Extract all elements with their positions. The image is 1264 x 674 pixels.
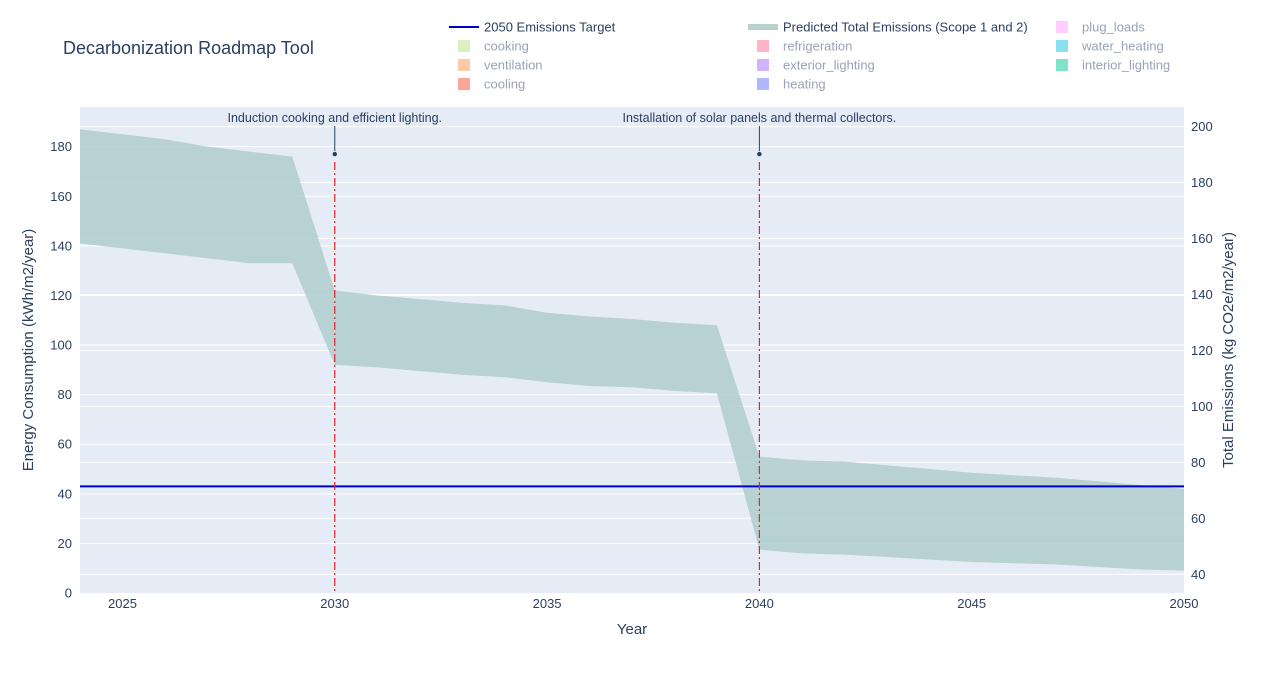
y-right-tick-label: 200	[1191, 119, 1213, 134]
legend-color-swatch	[458, 59, 470, 71]
annotation-marker	[757, 152, 761, 156]
legend-item-plug-loads[interactable]: plug_loads	[1056, 20, 1145, 35]
y-right-tick-label: 140	[1191, 287, 1213, 302]
y-left-axis-ticks: 0 20 40 60 80 100 120 140 160 180	[50, 139, 72, 600]
y-right-axis-ticks: 40 60 80 100 120 140 160 180 200	[1191, 119, 1213, 582]
y-right-tick-label: 160	[1191, 231, 1213, 246]
legend: 2050 Emissions Target Predicted Total Emi…	[449, 20, 1170, 92]
legend-item-cooking[interactable]: cooking	[458, 39, 529, 54]
y-left-tick-label: 120	[50, 288, 72, 303]
y-right-tick-label: 100	[1191, 399, 1213, 414]
legend-color-swatch	[757, 40, 769, 52]
legend-label: plug_loads	[1082, 20, 1145, 35]
legend-item-exterior-lighting[interactable]: exterior_lighting	[757, 58, 875, 73]
chart-title: Decarbonization Roadmap Tool	[63, 38, 314, 58]
legend-color-swatch	[1056, 40, 1068, 52]
milestone-annotation: Induction cooking and efficient lighting…	[228, 111, 443, 125]
legend-color-swatch	[458, 40, 470, 52]
legend-item-2050-emissions-target[interactable]: 2050 Emissions Target	[449, 20, 616, 35]
x-tick-label: 2035	[533, 596, 562, 611]
legend-item-cooling[interactable]: cooling	[458, 77, 525, 92]
legend-color-swatch	[1056, 59, 1068, 71]
y-right-tick-label: 180	[1191, 175, 1213, 190]
y-left-tick-label: 80	[58, 387, 72, 402]
x-tick-label: 2040	[745, 596, 774, 611]
legend-label: refrigeration	[783, 39, 852, 54]
legend-label: cooling	[484, 77, 525, 92]
y-left-tick-label: 20	[58, 536, 72, 551]
y-left-tick-label: 60	[58, 437, 72, 452]
x-axis-ticks: 2025 2030 2035 2040 2045 2050	[108, 596, 1198, 611]
legend-item-ventilation[interactable]: ventilation	[458, 58, 543, 73]
legend-color-swatch	[458, 78, 470, 90]
y-left-tick-label: 0	[65, 586, 72, 601]
legend-label: exterior_lighting	[783, 58, 875, 73]
x-tick-label: 2045	[957, 596, 986, 611]
legend-item-heating[interactable]: heating	[757, 77, 826, 92]
x-tick-label: 2025	[108, 596, 137, 611]
x-tick-label: 2050	[1170, 596, 1199, 611]
y-left-axis-title: Energy Consumption (kWh/m2/year)	[20, 229, 37, 472]
legend-label: heating	[783, 77, 826, 92]
legend-label: 2050 Emissions Target	[484, 20, 616, 35]
y-left-tick-label: 40	[58, 486, 72, 501]
y-right-tick-label: 120	[1191, 343, 1213, 358]
legend-item-refrigeration[interactable]: refrigeration	[757, 39, 852, 54]
y-right-tick-label: 60	[1191, 511, 1205, 526]
y-left-tick-label: 180	[50, 139, 72, 154]
y-right-axis-title: Total Emissions (kg CO2e/m2/year)	[1220, 232, 1237, 468]
legend-label: Predicted Total Emissions (Scope 1 and 2…	[783, 20, 1028, 35]
legend-label: cooking	[484, 39, 529, 54]
annotation-marker	[333, 152, 337, 156]
x-axis-title: Year	[617, 621, 647, 638]
legend-item-water-heating[interactable]: water_heating	[1056, 39, 1164, 54]
x-tick-label: 2030	[320, 596, 349, 611]
y-left-tick-label: 160	[50, 189, 72, 204]
y-right-tick-label: 40	[1191, 567, 1205, 582]
milestone-annotation: Installation of solar panels and thermal…	[623, 111, 897, 125]
y-left-tick-label: 140	[50, 238, 72, 253]
legend-color-swatch	[1056, 21, 1068, 33]
legend-label: ventilation	[484, 58, 543, 73]
legend-color-swatch	[757, 59, 769, 71]
legend-color-swatch	[757, 78, 769, 90]
legend-item-interior-lighting[interactable]: interior_lighting	[1056, 58, 1170, 73]
legend-item-predicted-total-emissions-scope-1-and-2-[interactable]: Predicted Total Emissions (Scope 1 and 2…	[748, 20, 1028, 35]
y-right-tick-label: 80	[1191, 455, 1205, 470]
legend-label: water_heating	[1081, 39, 1164, 54]
legend-band-swatch	[748, 24, 778, 30]
y-left-tick-label: 100	[50, 338, 72, 353]
legend-label: interior_lighting	[1082, 58, 1170, 73]
